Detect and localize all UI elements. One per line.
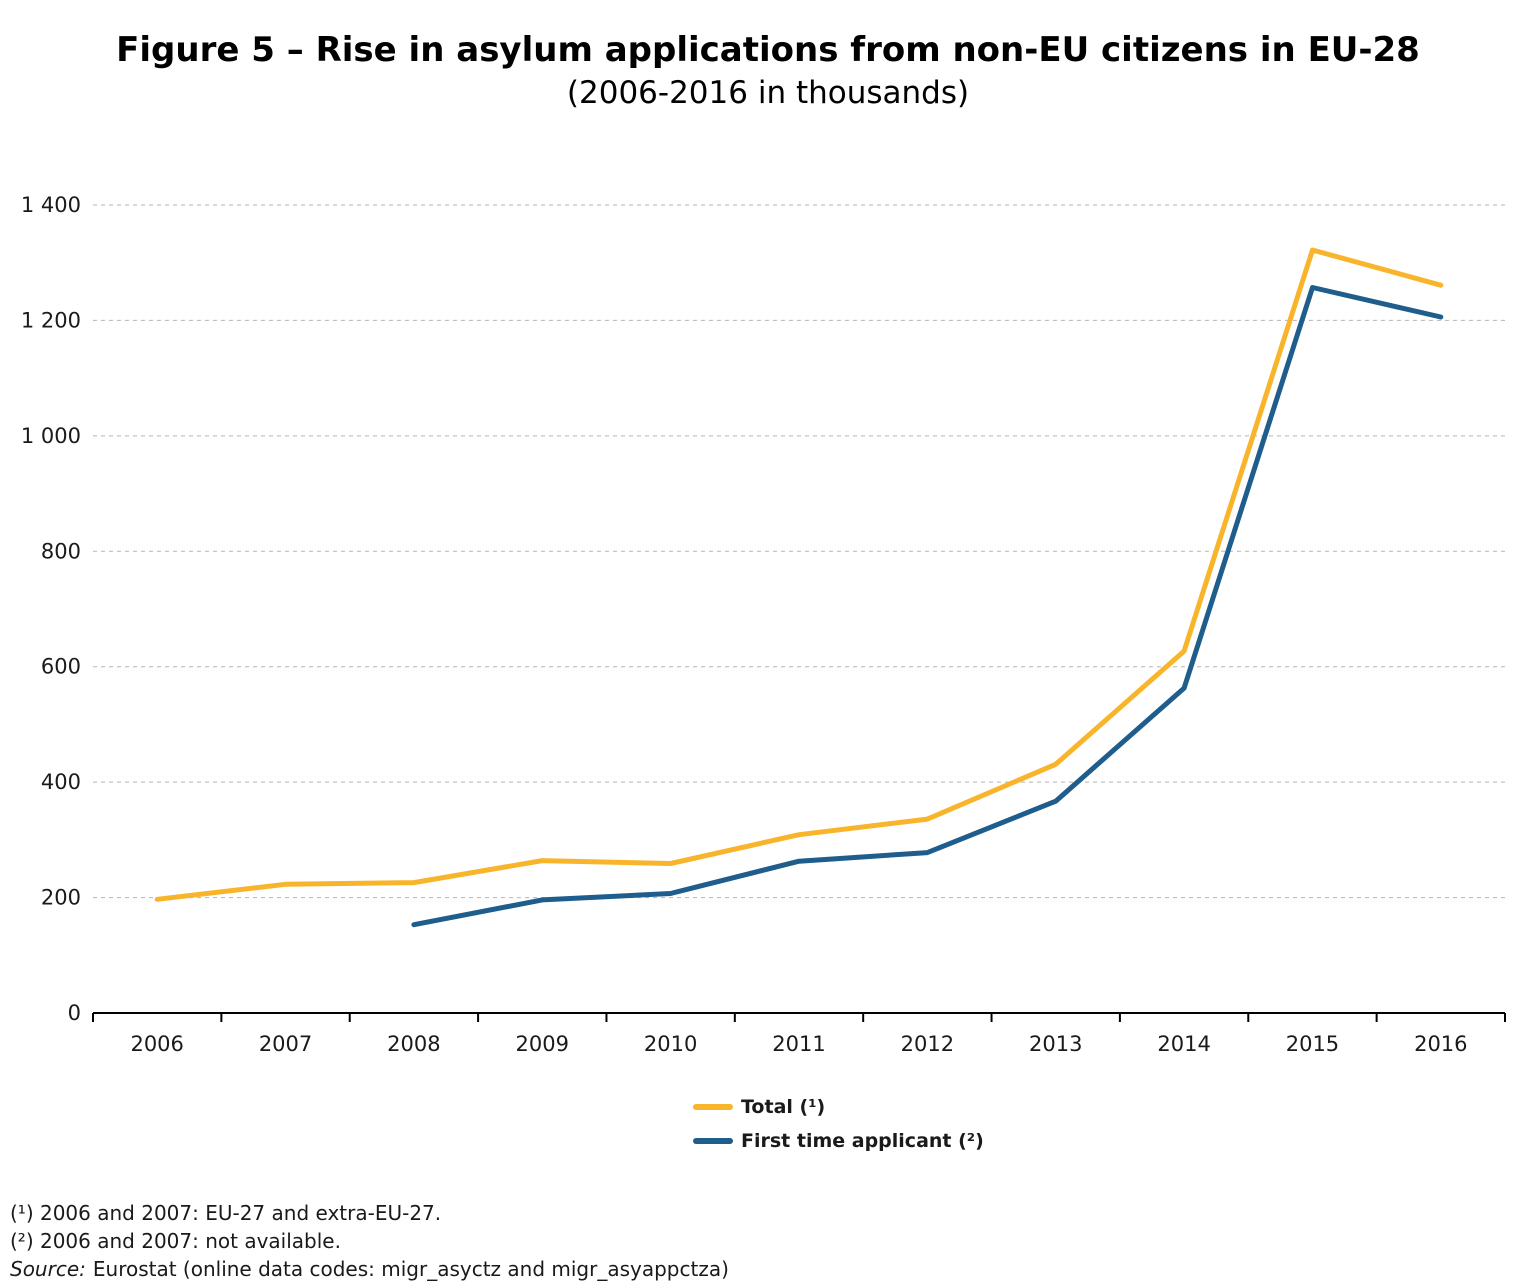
total-line-swatch xyxy=(693,1104,733,1110)
y-axis-tick-label: 1 400 xyxy=(21,193,81,217)
x-axis-tick-label: 2016 xyxy=(1414,1032,1467,1056)
legend-label-first-time-applicant: First time applicant (²) xyxy=(741,1130,984,1152)
x-axis-tick-label: 2010 xyxy=(644,1032,697,1056)
x-axis-tick-label: 2011 xyxy=(772,1032,825,1056)
footnote-source: Source: Eurostat (online data codes: migr… xyxy=(10,1255,729,1283)
legend-item-first-time-applicant: First time applicant (²) xyxy=(693,1129,984,1153)
series-line-first-time-applicant xyxy=(411,285,1444,928)
line-chart: 0 200 400 600 800 1 000 1 200 1 400 2006 2007 2008… xyxy=(0,150,1536,1070)
footnotes: (¹) 2006 and 2007: EU-27 and extra-EU-27… xyxy=(10,1199,729,1283)
y-axis-tick-label: 800 xyxy=(41,539,81,563)
figure-subtitle: (2006-2016 in thousands) xyxy=(566,74,970,111)
chart-legend: Total (¹) First time applicant (²) xyxy=(693,1095,984,1153)
figure-header: Figure 5 – Rise in asylum applications f… xyxy=(0,30,1536,112)
x-axis-tick-label: 2015 xyxy=(1286,1032,1339,1056)
y-axis-tick-label: 1 200 xyxy=(21,308,81,332)
figure-title: Figure 5 – Rise in asylum applications f… xyxy=(116,30,1420,70)
x-axis-tick-label: 2014 xyxy=(1157,1032,1210,1056)
x-axis-tick-label: 2013 xyxy=(1029,1032,1082,1056)
first-time-applicant-line-swatch xyxy=(693,1138,733,1144)
y-axis-tick-label: 0 xyxy=(68,1001,81,1025)
legend-item-total: Total (¹) xyxy=(693,1095,984,1119)
x-axis-tick-label: 2009 xyxy=(516,1032,569,1056)
x-axis-tick-label: 2012 xyxy=(901,1032,954,1056)
source-text: Eurostat (online data codes: migr_asyctz… xyxy=(92,1257,729,1281)
y-axis-tick-label: 200 xyxy=(41,886,81,910)
x-axis-tick-label: 2007 xyxy=(259,1032,312,1056)
legend-label-total: Total (¹) xyxy=(741,1096,826,1118)
footnote-1: (¹) 2006 and 2007: EU-27 and extra-EU-27… xyxy=(10,1201,442,1225)
line-chart-canvas: 0 200 400 600 800 1 000 1 200 1 400 2006 2007 2008… xyxy=(21,193,1506,1056)
footnote-2: (²) 2006 and 2007: not available. xyxy=(10,1229,341,1253)
y-axis-tick-label: 400 xyxy=(41,770,81,794)
series-line-total xyxy=(154,247,1444,902)
y-axis-tick-label: 600 xyxy=(41,655,81,679)
y-axis-tick-label: 1 000 xyxy=(21,424,81,448)
source-label: Source: xyxy=(10,1257,86,1281)
x-axis-tick-label: 2008 xyxy=(387,1032,440,1056)
x-axis-tick-label: 2006 xyxy=(130,1032,183,1056)
